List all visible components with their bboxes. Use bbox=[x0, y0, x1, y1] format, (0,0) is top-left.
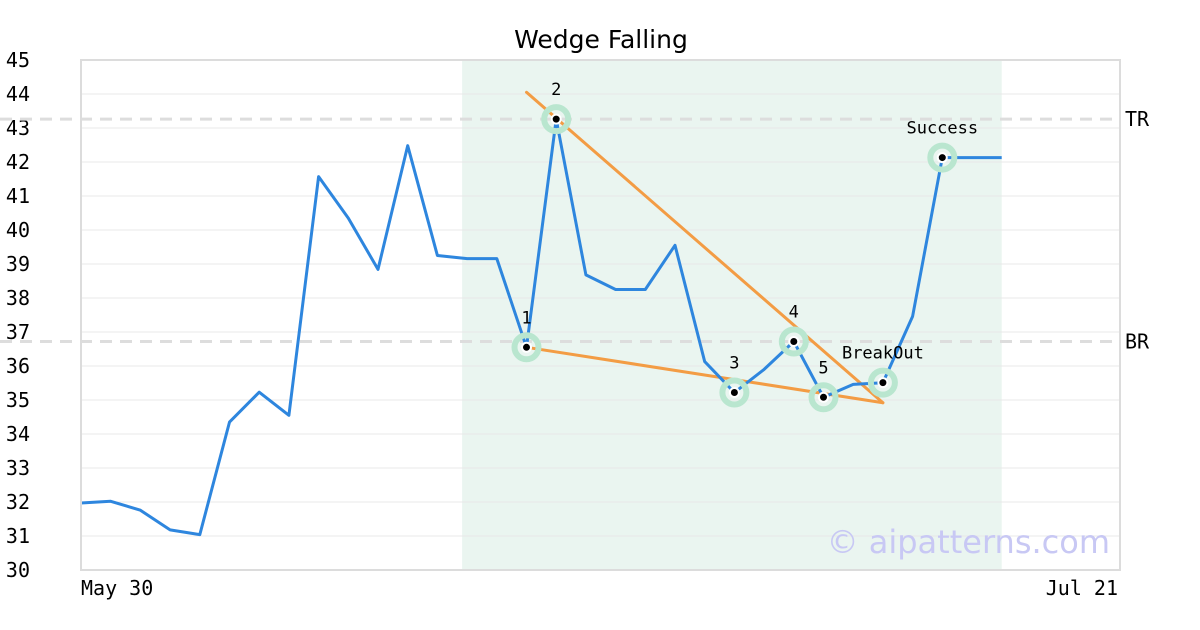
point-halo bbox=[778, 326, 809, 357]
y-tick-label: 38 bbox=[6, 286, 30, 310]
point-marker bbox=[728, 387, 740, 399]
y-tick-label: 42 bbox=[6, 150, 30, 174]
y-tick-label: 37 bbox=[6, 320, 30, 344]
y-tick-label: 44 bbox=[6, 82, 30, 106]
y-tick-label: 34 bbox=[6, 422, 30, 446]
y-tick-label: 30 bbox=[6, 558, 30, 582]
y-tick-label: 35 bbox=[6, 388, 30, 412]
y-tick-label: 40 bbox=[6, 218, 30, 242]
point-halo bbox=[541, 104, 572, 135]
reference-label: BR bbox=[1125, 330, 1150, 354]
trendline bbox=[525, 90, 885, 405]
y-tick-label: 32 bbox=[6, 490, 30, 514]
point-marker bbox=[788, 336, 800, 348]
price-series bbox=[80, 117, 1002, 537]
point-label: 3 bbox=[729, 354, 739, 374]
point-halo bbox=[808, 382, 839, 413]
point-halo bbox=[867, 367, 898, 398]
y-tick-label: 39 bbox=[6, 252, 30, 276]
grid-lines bbox=[81, 59, 1120, 571]
watermark: © aipatterns.com bbox=[827, 523, 1110, 561]
y-tick-label: 41 bbox=[6, 184, 30, 208]
reference-label: TR bbox=[1125, 107, 1150, 131]
x-tick-start: May 30 bbox=[81, 576, 153, 600]
point-marker bbox=[521, 341, 532, 353]
point-label: 1 bbox=[521, 308, 531, 328]
point-label: Success bbox=[906, 119, 978, 139]
point-label: BreakOut bbox=[842, 344, 924, 364]
point-halo bbox=[511, 332, 542, 363]
series-line bbox=[80, 117, 1002, 537]
pattern-points: 1 2 3 4 5 BreakOut Success bbox=[511, 80, 978, 413]
y-tick-label: 33 bbox=[6, 456, 30, 480]
point-halo bbox=[927, 142, 958, 173]
x-tick-end: Jul 21 bbox=[1046, 576, 1118, 600]
point-marker bbox=[936, 152, 948, 164]
y-tick-label: 36 bbox=[6, 354, 30, 378]
chart-title: Wedge Falling bbox=[514, 25, 688, 54]
point-marker bbox=[877, 377, 889, 389]
point-label: 2 bbox=[551, 80, 561, 100]
point-label: 5 bbox=[818, 358, 828, 378]
point-label: 4 bbox=[789, 303, 799, 323]
y-tick-label: 45 bbox=[6, 48, 30, 72]
plot-frame bbox=[80, 59, 1121, 571]
point-marker bbox=[818, 391, 829, 403]
y-tick-label: 31 bbox=[6, 524, 30, 548]
point-halo bbox=[719, 377, 750, 408]
point-marker bbox=[550, 113, 562, 125]
